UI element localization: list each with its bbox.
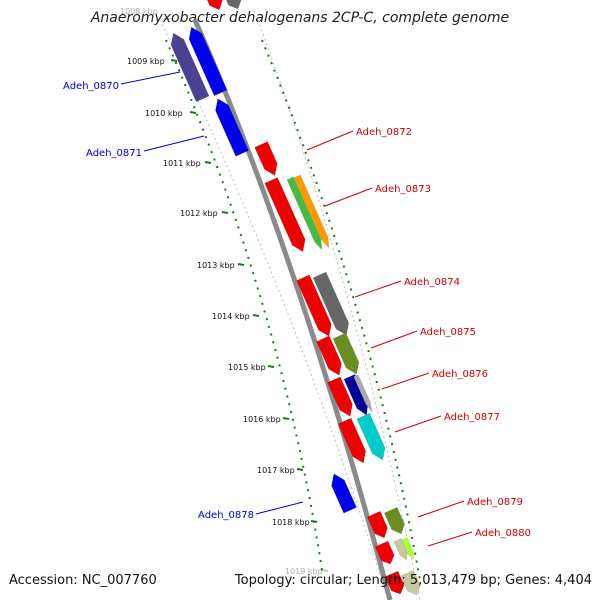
gene-arrow-adeh-0874-cog[interactable]	[312, 271, 353, 338]
kbp-label: 1017 kbp	[257, 466, 295, 475]
gene-arrow-adeh-0877-cog[interactable]	[356, 412, 389, 463]
gene-arrow-adeh-0872[interactable]	[254, 141, 282, 179]
kbp-tick	[296, 468, 304, 471]
gene-arrows	[167, 0, 424, 598]
gene-arrow-adeh-0873-cog[interactable]	[286, 176, 325, 251]
gene-leader-line	[394, 415, 442, 433]
gene-arrow-adeh-0874[interactable]	[296, 274, 336, 339]
gene-label-adeh-0880[interactable]: Adeh_0880	[475, 528, 531, 539]
kbp-tick	[282, 417, 290, 420]
gene-arrow-adeh-0879-cog[interactable]	[383, 506, 407, 536]
gene-arrow-adeh-0879[interactable]	[366, 510, 390, 540]
kbp-label: 1015 kbp	[228, 363, 266, 372]
gene-arrow-adeh-0875[interactable]	[316, 335, 345, 378]
gene-arrow-bottom-cog[interactable]	[400, 569, 424, 598]
gene-arrow-adeh-0880[interactable]	[374, 540, 397, 567]
gene-leader-line	[324, 187, 373, 207]
kbp-tick	[170, 59, 178, 62]
gene-leader-line	[427, 531, 473, 547]
gene-label-adeh-0874[interactable]: Adeh_0874	[404, 277, 460, 288]
kbp-label: 1010 kbp	[145, 109, 183, 118]
gene-arrow-adeh-0873-cog2[interactable]	[293, 174, 332, 249]
gene-label-adeh-0871[interactable]: Adeh_0871	[86, 148, 142, 159]
gc-tick-track-right	[261, 39, 421, 581]
gene-arrow-bottom[interactable]	[384, 570, 407, 597]
kbp-label: 1012 kbp	[180, 209, 218, 218]
gene-leader-line	[354, 280, 402, 298]
genome-summary: Topology: circular; Length: 5,013,479 bp…	[234, 573, 592, 588]
gene-label-adeh-0870[interactable]: Adeh_0870	[63, 81, 119, 92]
accession-label: Accession: NC_007760	[9, 573, 157, 588]
gene-arrow-top-cog[interactable]	[221, 0, 245, 12]
gene-leader-line	[143, 135, 205, 152]
kbp-label: 1008 kbp	[120, 7, 158, 16]
gene-leader-line	[120, 71, 181, 85]
gene-label-adeh-0872[interactable]: Adeh_0872	[356, 127, 412, 138]
kbp-label: 1011 kbp	[163, 159, 201, 168]
kbp-tick	[310, 520, 318, 523]
kbp-tick	[221, 211, 229, 214]
kbp-label: 1019 kbp	[285, 567, 323, 576]
kbp-label: 1013 kbp	[197, 261, 235, 270]
gene-arrow-adeh-0877[interactable]	[337, 417, 369, 466]
outer-guide-line	[159, 19, 389, 600]
gene-arrow-adeh-0880-cog2[interactable]	[401, 537, 416, 561]
gene-arrow-adeh-0876[interactable]	[327, 376, 356, 419]
kbp-tick	[163, 17, 171, 20]
gene-leader-line	[381, 372, 430, 390]
kbp-tick	[189, 111, 197, 114]
gene-leader-line	[255, 501, 304, 515]
gene-leader-line	[417, 500, 465, 518]
kbp-label: 1009 kbp	[127, 57, 165, 66]
gene-leader-line	[370, 330, 418, 349]
gene-arrow-adeh-0876-cog2[interactable]	[353, 374, 375, 414]
kbp-tick	[267, 365, 275, 368]
gene-arrow-adeh-0878[interactable]	[327, 471, 357, 514]
kbp-tick	[252, 314, 260, 317]
kbp-label: 1014 kbp	[212, 312, 250, 321]
gene-label-adeh-0873[interactable]: Adeh_0873	[375, 184, 431, 195]
kbp-label: 1016 kbp	[243, 415, 281, 424]
gene-arrow-adeh-0870-cog[interactable]	[167, 30, 210, 103]
gene-arrow-adeh-0870[interactable]	[185, 24, 228, 97]
kbp-tick	[204, 161, 212, 164]
kbp-tick	[237, 263, 245, 266]
gene-arrow-top[interactable]	[201, 0, 225, 13]
gene-label-adeh-0879[interactable]: Adeh_0879	[467, 497, 523, 508]
kbp-tick-track-left	[165, 39, 323, 571]
kbp-ticks: 1008 kbp 1009 kbp 1010 kbp 1011 kbp 1012 kbp…	[120, 7, 329, 576]
gene-arrow-adeh-0871[interactable]	[211, 96, 249, 157]
gene-label-adeh-0878[interactable]: Adeh_0878	[198, 510, 254, 521]
gene-leader-line	[306, 130, 354, 151]
gene-leaders: Adeh_0870 Adeh_0871 Adeh_0872 Adeh_0873 Adeh…	[63, 71, 531, 547]
gene-label-adeh-0875[interactable]: Adeh_0875	[420, 327, 476, 338]
gene-arrow-adeh-0873[interactable]	[264, 177, 310, 255]
kbp-label: 1018 kbp	[272, 518, 310, 527]
gene-label-adeh-0876[interactable]: Adeh_0876	[432, 369, 488, 380]
kbp-tick	[321, 569, 329, 572]
gene-arrow-adeh-0875-cog[interactable]	[332, 332, 363, 377]
gene-label-adeh-0877[interactable]: Adeh_0877	[444, 412, 500, 423]
